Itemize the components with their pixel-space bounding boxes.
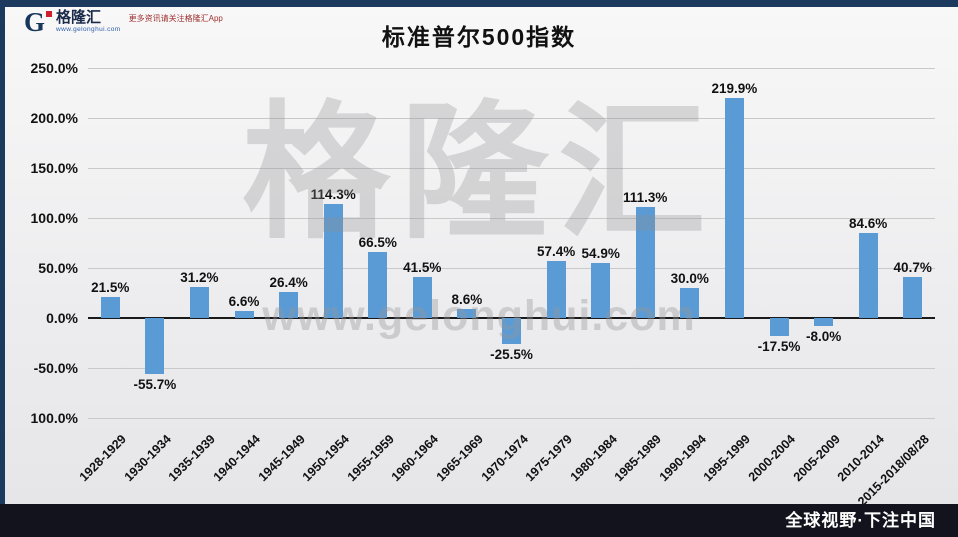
y-axis: 250.0% 200.0% 150.0% 100.0% 50.0% 0.0% -50.0% 1… <box>0 60 80 426</box>
bar-1940-1944 <box>234 311 254 318</box>
gridline <box>88 418 935 419</box>
x-tick-label: 1928-1929 <box>77 432 130 485</box>
y-tick-label: 100.0% <box>30 210 78 226</box>
bar-value-label: 30.0% <box>670 271 709 286</box>
x-tick-label: 1945-1949 <box>255 432 308 485</box>
x-tick-label: 1985-1989 <box>611 432 665 485</box>
bar-value-label: -55.7% <box>133 376 177 392</box>
bar-1945-1949 <box>279 291 299 318</box>
y-tick-label: 150.0% <box>30 160 78 176</box>
y-tick-label: 250.0% <box>30 60 78 76</box>
x-tick-label: 1955-1959 <box>344 432 397 485</box>
x-tick-label: 1935-1939 <box>166 432 219 485</box>
y-tick-label: 100.0% <box>30 410 78 426</box>
x-tick-label: 1990-1994 <box>656 432 709 485</box>
gridline <box>88 68 935 69</box>
bar-1985-1989 <box>635 206 655 318</box>
gridline <box>88 268 935 269</box>
footer-bar: 全球视野·下注中国 <box>0 504 958 537</box>
bar-1955-1959 <box>368 251 388 318</box>
chart-title: 标准普尔500指数 <box>381 24 577 50</box>
bar-value-label: 41.5% <box>403 259 442 275</box>
logo-g-icon: G <box>24 7 46 37</box>
bar-value-label: 40.7% <box>893 260 932 276</box>
y-tick-label: 0.0% <box>46 310 78 326</box>
x-tick-label: 2005-2009 <box>790 432 843 485</box>
x-tick-label: 1950-1954 <box>299 432 353 485</box>
brand-url-text: www.gelonghui.com <box>56 26 121 34</box>
y-tick-label: 50.0% <box>38 260 78 276</box>
x-tick-label: 1975-1979 <box>522 432 575 485</box>
gridline <box>88 168 935 169</box>
bar-1980-1984 <box>591 263 611 318</box>
bar-1950-1954 <box>323 203 343 318</box>
brand-name: 格隆汇 <box>56 9 102 26</box>
bar-2015-2018/08/28 <box>903 277 923 318</box>
x-tick-label: 1965-1969 <box>433 432 486 485</box>
gridline <box>88 218 935 219</box>
bar-1965-1969 <box>457 309 477 318</box>
bar-value-label: 21.5% <box>91 279 130 295</box>
bar-1990-1994 <box>680 288 700 318</box>
brand-note: 更多资讯请关注格隆汇App <box>128 14 223 23</box>
gridline <box>88 118 935 119</box>
y-tick-label: 200.0% <box>30 110 78 126</box>
footer-slogan: 全球视野·下注中国 <box>785 511 936 530</box>
brand-block: 格隆汇 www.gelonghui.com <box>56 9 121 33</box>
x-tick-label: 1970-1974 <box>478 432 531 485</box>
bar-1930-1934 <box>145 318 165 374</box>
bar-value-label: 114.3% <box>310 186 356 202</box>
x-tick-label: 1980-1984 <box>567 432 620 485</box>
bar-value-label: 57.4% <box>536 243 576 259</box>
logo-red-dot-icon <box>46 11 53 17</box>
x-tick-label: 1995-1999 <box>701 432 754 485</box>
gridline <box>88 368 935 369</box>
bar-1960-1964 <box>412 276 432 318</box>
x-tick-label: 1930-1934 <box>121 432 174 485</box>
bar-value-label: 84.6% <box>848 216 888 232</box>
plot-area: 21.5% -55.7% 31.2% 6.6% 26.4% 114.3% 66.5% 41.5… <box>88 68 935 419</box>
bar-value-label: -8.0% <box>805 329 842 344</box>
bar-value-label: -17.5% <box>757 338 801 354</box>
bar-2005-2009 <box>814 318 834 326</box>
bar-1970-1974 <box>502 318 521 344</box>
bar-value-label: -25.5% <box>490 346 533 362</box>
bar-1928-1929 <box>100 296 120 318</box>
bar-value-label: 111.3% <box>623 189 668 205</box>
gelonghui-logo: G 格隆汇 www.gelonghui.com 更多资讯请关注格隆汇App <box>24 9 223 36</box>
left-accent-bar <box>0 0 5 537</box>
x-tick-label: 1960-1964 <box>389 432 442 485</box>
top-accent-bar <box>0 0 958 7</box>
bar-value-label: 66.5% <box>358 234 397 250</box>
bar-2010-2014 <box>858 233 878 318</box>
bar-1935-1939 <box>189 286 209 318</box>
bar-value-label: 31.2% <box>180 269 219 285</box>
bar-1995-1999 <box>724 98 744 318</box>
bar-value-label: 54.9% <box>581 246 620 262</box>
x-axis: 1928-1929 1930-1934 1935-1939 1940-1944 1945… <box>77 424 948 509</box>
bar-value-label: 26.4% <box>269 274 308 290</box>
x-tick-label: 2000-2004 <box>745 432 798 485</box>
bar-value-label: 8.6% <box>451 292 483 308</box>
y-tick-label: -50.0% <box>33 360 78 376</box>
bar-1975-1979 <box>546 260 566 318</box>
bar-2000-2004 <box>769 318 789 336</box>
bar-value-label: 219.9% <box>711 81 758 97</box>
bar-value-label: 6.6% <box>228 294 260 310</box>
x-tick-label: 1940-1944 <box>210 432 263 485</box>
